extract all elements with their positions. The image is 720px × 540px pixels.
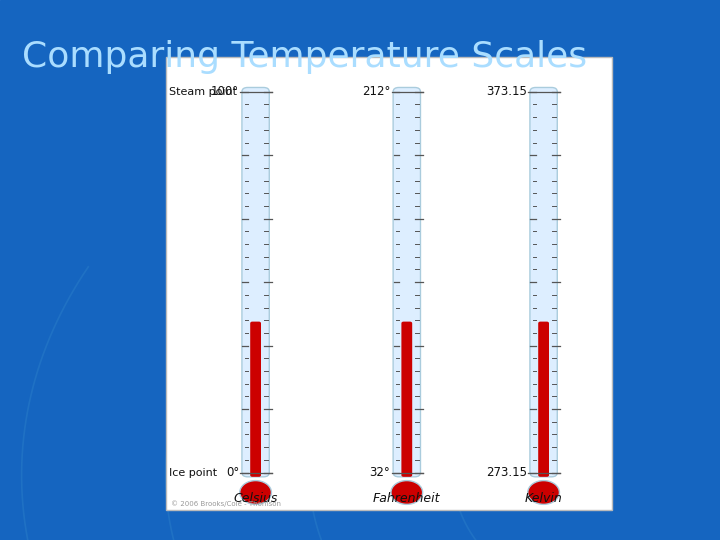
- FancyBboxPatch shape: [251, 322, 261, 477]
- Text: 0°: 0°: [226, 466, 239, 479]
- Text: 100°: 100°: [211, 85, 239, 98]
- FancyBboxPatch shape: [166, 57, 612, 510]
- Text: Comparing Temperature Scales: Comparing Temperature Scales: [22, 40, 587, 73]
- Text: Kelvin: Kelvin: [525, 492, 562, 505]
- Circle shape: [391, 481, 423, 504]
- Text: © 2006 Brooks/Cole - Thomson: © 2006 Brooks/Cole - Thomson: [171, 501, 282, 507]
- Circle shape: [528, 481, 559, 504]
- Text: 273.15: 273.15: [486, 466, 527, 479]
- FancyBboxPatch shape: [242, 87, 269, 477]
- Text: Ice point: Ice point: [169, 468, 217, 477]
- Text: 32°: 32°: [369, 466, 390, 479]
- FancyBboxPatch shape: [402, 322, 412, 477]
- Text: 212°: 212°: [362, 85, 390, 98]
- FancyBboxPatch shape: [393, 87, 420, 477]
- FancyBboxPatch shape: [539, 322, 549, 477]
- Text: Steam point: Steam point: [169, 87, 237, 97]
- Text: Celsius: Celsius: [233, 492, 278, 505]
- Circle shape: [240, 481, 271, 504]
- Text: 373.15: 373.15: [486, 85, 527, 98]
- Text: Fahrenheit: Fahrenheit: [373, 492, 441, 505]
- FancyBboxPatch shape: [530, 87, 557, 477]
